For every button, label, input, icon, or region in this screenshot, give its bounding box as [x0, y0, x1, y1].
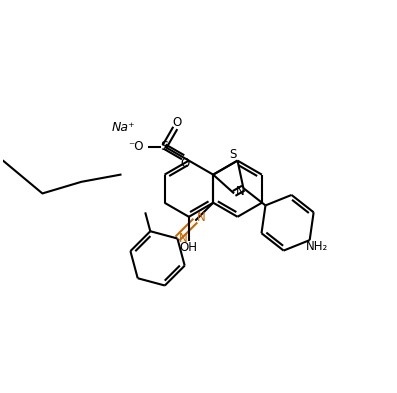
Text: Na⁺: Na⁺ [112, 121, 135, 134]
Text: O: O [181, 157, 190, 170]
Text: S: S [160, 140, 169, 153]
Text: S: S [229, 148, 237, 161]
Text: N: N [197, 211, 205, 224]
Text: O: O [173, 116, 182, 129]
Text: NH₂: NH₂ [306, 240, 328, 253]
Text: ⁻O: ⁻O [128, 140, 144, 153]
Text: N: N [179, 232, 187, 245]
Text: N: N [236, 185, 245, 198]
Text: OH: OH [180, 241, 198, 254]
